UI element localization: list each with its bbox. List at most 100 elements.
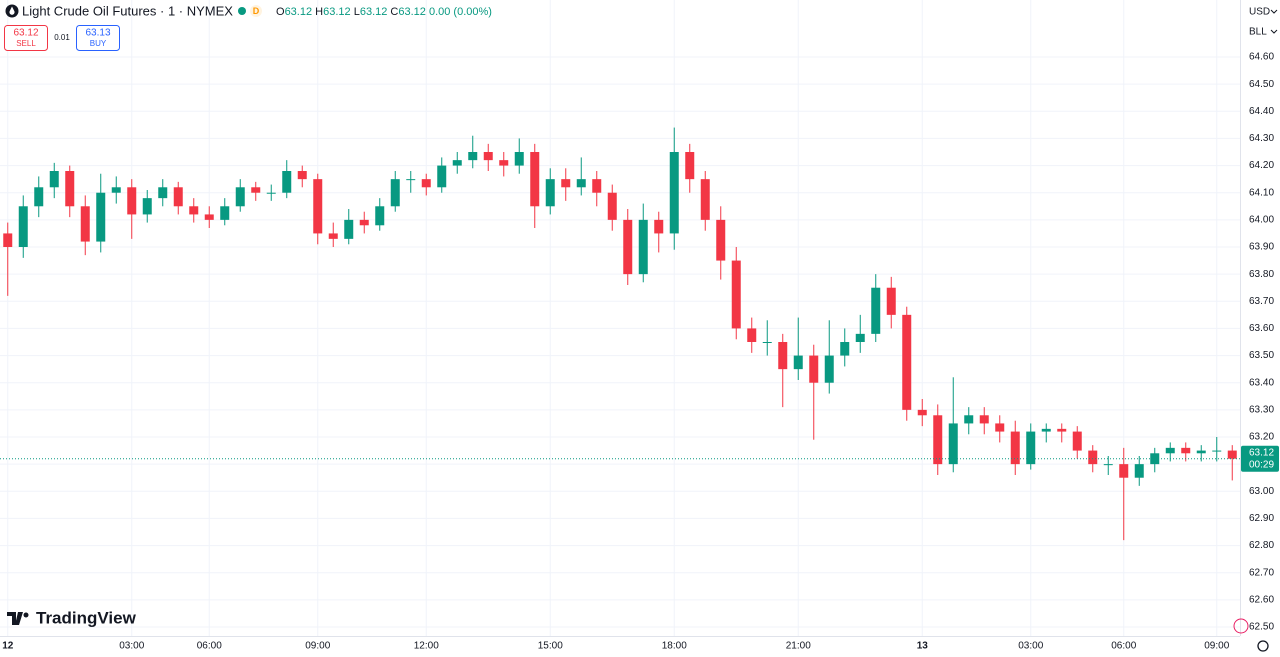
ohlc-change: 0.00 (0.00%): [429, 6, 492, 18]
ohlc-label: O: [276, 6, 285, 18]
candle-body: [778, 342, 788, 370]
ohlc-value: 63.12: [360, 6, 388, 18]
candle-body: [1165, 447, 1175, 454]
candle-body: [1150, 453, 1160, 465]
candle-body: [452, 160, 462, 166]
y-tick-label: 62.80: [1249, 540, 1274, 551]
candle-body: [282, 171, 292, 193]
candle-body: [220, 206, 230, 220]
x-tick-label: 13: [917, 641, 929, 652]
candle-body: [1057, 428, 1067, 432]
currency[interactable]: USD: [1249, 7, 1270, 18]
candle-body: [1010, 431, 1020, 465]
candle-body: [375, 206, 385, 226]
y-tick-label: 63.50: [1249, 350, 1274, 361]
candle-body: [592, 179, 602, 193]
ohlc-value: 63.12: [323, 6, 351, 18]
candle-body: [421, 179, 431, 188]
candle-body: [855, 333, 865, 342]
x-tick-label: 06:00: [197, 641, 222, 652]
candle-body: [514, 152, 524, 166]
unit[interactable]: BLL: [1249, 27, 1267, 38]
candle-body: [111, 187, 121, 193]
candle-body: [499, 160, 509, 166]
ohlc-label: L: [354, 6, 360, 18]
candle-body: [18, 206, 28, 247]
y-tick-label: 62.60: [1249, 594, 1274, 605]
y-tick-label: 63.80: [1249, 269, 1274, 280]
badge: D: [253, 6, 260, 16]
axes: 62.5062.6062.7062.8062.9063.0063.1063.20…: [2, 52, 1274, 652]
candle-body: [561, 179, 571, 188]
symbol-icon-drop: [9, 6, 15, 15]
candle-body: [297, 171, 307, 180]
candle-body: [96, 192, 106, 242]
x-tick-label: 06:00: [1111, 641, 1136, 652]
candle-body: [685, 152, 695, 180]
candle-body: [173, 187, 183, 207]
candle-body: [933, 415, 943, 465]
y-tick-label: 62.90: [1249, 513, 1274, 524]
candle-body: [1088, 450, 1098, 465]
badge-bg: [250, 5, 262, 17]
ohlc-label: H: [315, 6, 323, 18]
candle-body: [80, 206, 90, 242]
y-tick-label: 64.20: [1249, 160, 1274, 171]
candle-body: [313, 179, 323, 234]
spread: 0.01: [54, 33, 70, 42]
candle-body: [1196, 450, 1206, 454]
y-tick-label: 64.10: [1249, 187, 1274, 198]
candle-body: [623, 219, 633, 275]
candle-body: [1227, 450, 1237, 459]
buy-button[interactable]: [76, 25, 120, 51]
candle-body: [902, 314, 912, 410]
candle-body: [840, 342, 850, 356]
x-tick-label: 15:00: [538, 641, 563, 652]
y-tick-label: 64.50: [1249, 79, 1274, 90]
candle-body: [638, 219, 648, 275]
candle-body: [468, 152, 478, 161]
y-tick-label: 64.00: [1249, 214, 1274, 225]
sell-button[interactable]: [4, 25, 48, 51]
logo-icon: [7, 612, 23, 625]
y-tick-label: 63.90: [1249, 242, 1274, 253]
candle-body: [824, 355, 834, 383]
logo: TradingView: [36, 608, 137, 627]
y-tick-label: 63.30: [1249, 404, 1274, 415]
x-tick-label: 18:00: [662, 641, 687, 652]
candle-body: [3, 233, 13, 247]
candle-body: [979, 415, 989, 424]
candle-body: [700, 179, 710, 220]
ohlc-label: C: [390, 6, 398, 18]
candle-body: [158, 187, 168, 199]
candle-body: [669, 152, 679, 234]
candle-body: [142, 198, 152, 215]
status-dot: [238, 7, 246, 15]
candle-body: [390, 179, 400, 207]
candles: [0, 127, 1240, 541]
candle-body: [809, 355, 819, 383]
y-tick-label: 62.50: [1249, 622, 1274, 633]
last-price-box: [1241, 445, 1279, 472]
ohlc-legend: O63.12 H63.12 L63.12 C63.12 0.00 (0.00%): [276, 6, 492, 18]
candle-body: [576, 179, 586, 188]
alert-icon[interactable]: [1233, 618, 1249, 634]
x-tick-label: 12: [2, 641, 14, 652]
candle-body: [34, 187, 44, 207]
y-tick-label: 63.20: [1249, 432, 1274, 443]
y-tick-label: 64.60: [1249, 52, 1274, 63]
candle-body: [235, 187, 245, 207]
last-price-label: 63.12: [1249, 447, 1274, 458]
x-tick-label: 03:00: [1018, 641, 1043, 652]
ohlc-value: 63.12: [285, 6, 313, 18]
y-tick-label: 63.40: [1249, 377, 1274, 388]
grid: [0, 0, 1240, 636]
candle-body: [545, 179, 555, 207]
symbol-title[interactable]: Light Crude Oil Futures · 1 · NYMEX: [22, 3, 233, 18]
y-tick-label: 63.60: [1249, 323, 1274, 334]
x-tick-label: 09:00: [305, 641, 330, 652]
y-tick-label: 63.00: [1249, 486, 1274, 497]
x-tick-label: 03:00: [119, 641, 144, 652]
candle-body: [964, 415, 974, 424]
settings-icon[interactable]: [1257, 640, 1269, 652]
